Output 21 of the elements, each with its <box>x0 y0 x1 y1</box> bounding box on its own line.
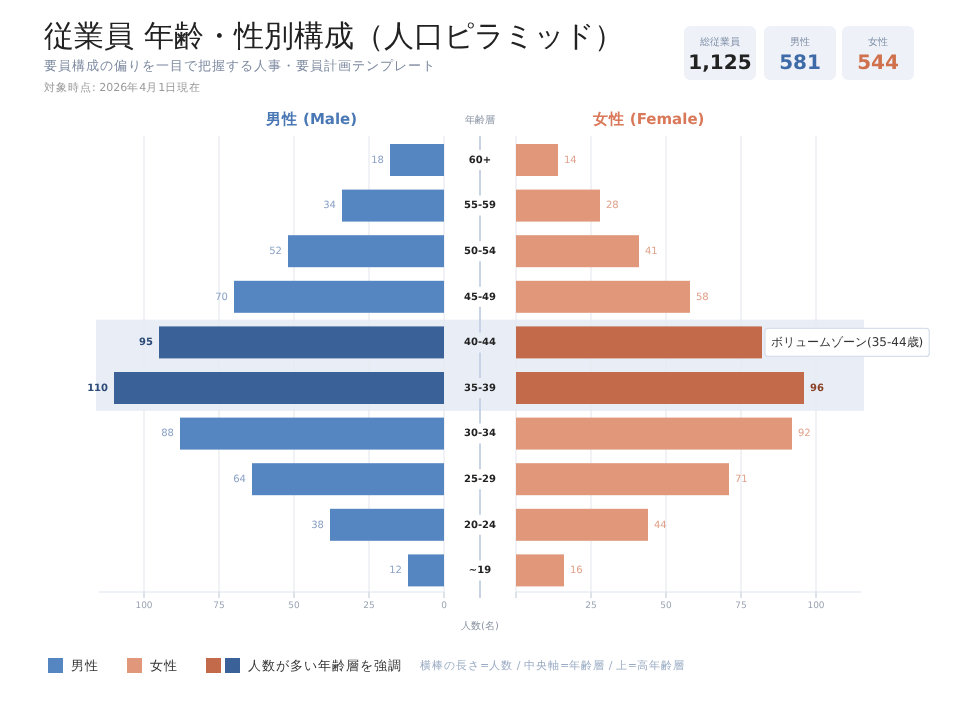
bar <box>288 235 444 268</box>
bar <box>408 554 444 587</box>
text: 1,125 <box>688 53 752 76</box>
bar <box>390 144 444 176</box>
bar <box>234 280 444 313</box>
bar <box>252 463 444 496</box>
bar <box>516 189 600 222</box>
bar <box>516 235 639 268</box>
text: 544 <box>857 53 899 76</box>
bar <box>516 417 792 450</box>
bar <box>342 189 444 222</box>
text: 従業員 年齢・性別構成（人口ピラミッド） <box>44 18 624 55</box>
bar <box>516 463 729 496</box>
bar <box>330 508 444 541</box>
bar <box>516 508 648 541</box>
bar <box>180 417 444 450</box>
bar <box>516 144 558 176</box>
bar <box>516 280 690 313</box>
text: 581 <box>779 53 821 76</box>
bar <box>516 554 564 587</box>
bar <box>159 326 444 359</box>
